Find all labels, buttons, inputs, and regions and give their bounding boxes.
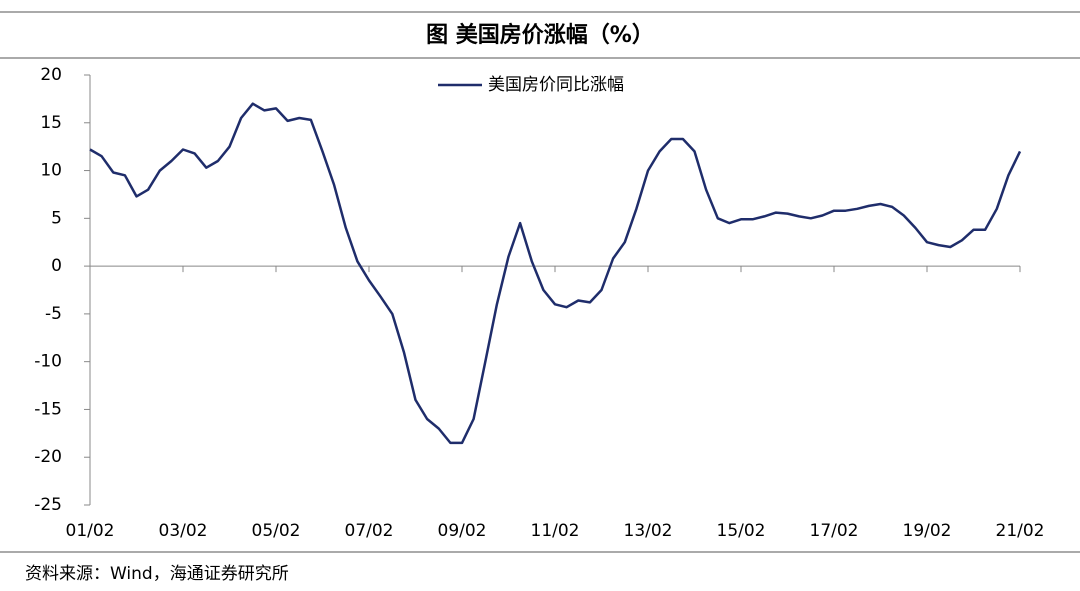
x-tick-label: 09/02 [438,521,487,541]
x-tick-label: 11/02 [531,521,580,541]
x-tick-label: 01/02 [66,521,115,541]
y-tick-label: 5 [51,208,62,228]
y-tick-label: -25 [34,495,62,515]
y-tick-label: 15 [40,113,62,133]
x-tick-label: 17/02 [810,521,859,541]
x-tick-label: 19/02 [903,521,952,541]
y-tick-label: -20 [34,447,62,467]
y-tick-label: 0 [51,256,62,276]
x-tick-label: 13/02 [624,521,673,541]
chart-title: 图 美国房价涨幅（%） [426,22,654,48]
y-tick-label: -5 [45,304,62,324]
x-tick-label: 21/02 [996,521,1045,541]
y-tick-label: 20 [40,65,62,85]
line-series [89,102,1022,445]
source-note: 资料来源：Wind，海通证券研究所 [25,564,289,584]
x-tick-label: 05/02 [252,521,301,541]
y-tick-label: -10 [34,352,62,372]
y-tick-label: 10 [40,161,62,181]
x-tick-label: 07/02 [345,521,394,541]
y-tick-label: -15 [34,399,62,419]
legend-label: 美国房价同比涨幅 [488,75,624,95]
x-tick-label: 15/02 [717,521,766,541]
x-tick-label: 03/02 [159,521,208,541]
